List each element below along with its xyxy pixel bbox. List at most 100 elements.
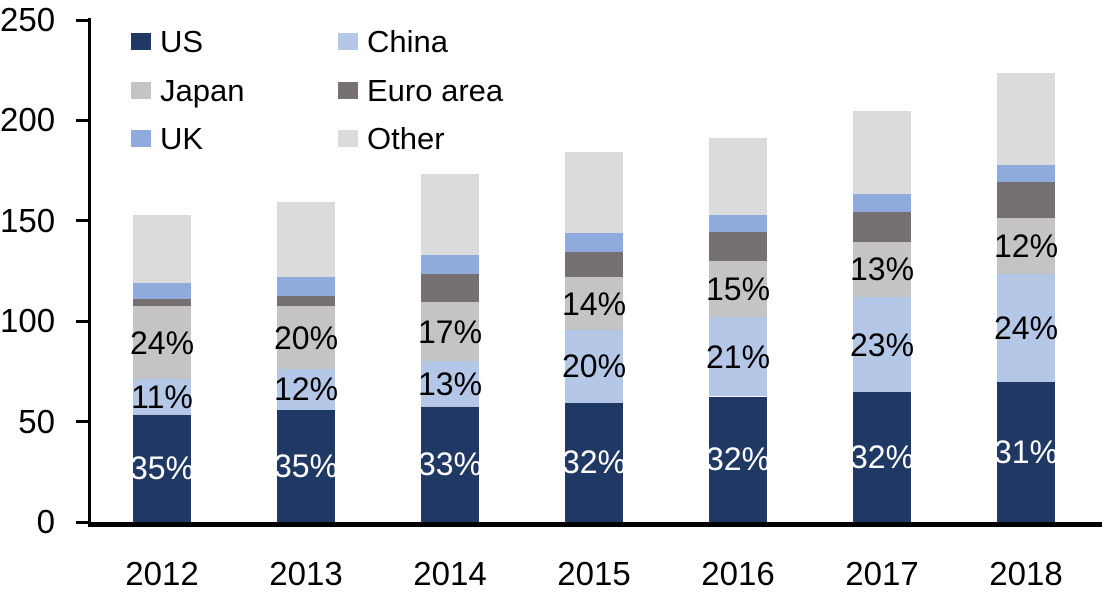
legend-label-japan: Japan [160,72,245,108]
bar-2016: 32% 21% 15% [705,0,771,522]
y-axis-tick-label: 50 [18,403,55,440]
bar-segment-uk [277,277,335,297]
bar-2014: 33% 13% 17% [417,0,483,522]
legend-item-china: China [338,26,448,57]
bar-segment-us: 31% [993,382,1059,522]
bar-segment-us: 35% [129,414,195,522]
segment-label-china: 21% [705,338,771,375]
segment-label-japan: 24% [129,324,195,361]
bar-segment-japan: 17% [417,302,483,362]
y-axis-tick-label: 100 [0,302,56,339]
y-axis-tick-label: 150 [0,202,56,239]
legend-swatch-japan [131,81,151,99]
bar-segment-other [997,73,1055,165]
segment-label-china: 12% [273,371,339,408]
bar-segment-other [133,214,191,284]
y-axis-tick-label: 250 [0,1,56,38]
segment-label-china: 24% [993,310,1059,347]
x-axis-category-label: 2016 [701,555,775,592]
segment-label-japan: 12% [993,227,1059,264]
bar-2018: 31% 24% 12% [993,0,1059,522]
y-axis-tick-label: 200 [0,101,56,138]
segment-label-japan: 20% [273,319,339,356]
bar-segment-us: 32% [705,396,771,522]
bar-segment-china: 11% [131,378,193,415]
bar-segment-china: 20% [561,330,627,403]
bar-segment-other [709,138,767,215]
bar-segment-us: 32% [561,402,627,522]
x-axis-category-label: 2014 [413,555,487,592]
bar-segment-uk [421,254,479,274]
bar-segment-japan: 14% [561,277,627,331]
bar-segment-japan: 12% [993,217,1059,274]
bar-segment-other [421,173,479,255]
segment-label-china: 20% [561,348,627,385]
segment-label-us: 33% [417,446,483,483]
bar-segment-euro-area [565,251,623,278]
bar-segment-other [277,201,335,278]
y-axis-line [88,18,91,527]
bar-segment-uk [565,232,623,252]
segment-label-china: 11% [131,378,193,415]
bar-segment-other [853,111,911,194]
segment-label-us: 35% [129,450,195,487]
x-axis-line [88,522,1102,527]
bar-2015: 32% 20% 14% [561,0,627,522]
segment-label-japan: 15% [705,271,771,308]
y-axis-tick [76,420,91,423]
bar-segment-china: 23% [849,297,915,393]
segment-label-china: 23% [849,326,915,363]
bar-segment-china: 13% [417,361,483,407]
bar-2017: 32% 23% 13% [849,0,915,522]
bar-segment-us: 33% [417,406,483,522]
bar-segment-uk [133,283,191,300]
bar-segment-us: 32% [849,392,915,522]
bar-2013: 35% 12% 20% [273,0,339,522]
segment-label-japan: 13% [849,251,915,288]
bar-segment-china: 24% [993,274,1059,383]
x-axis-category-label: 2015 [557,555,631,592]
y-axis-tick [76,219,91,222]
legend-item-uk: UK [131,123,203,154]
bar-2012: 35% 11% 24% [129,0,195,522]
bar-segment-other [565,151,623,233]
x-axis-category-label: 2013 [269,555,343,592]
legend-swatch-uk [131,129,151,147]
legend-item-japan: Japan [131,75,244,106]
segment-label-us: 32% [561,444,627,481]
legend-label-us: US [160,23,204,59]
bar-segment-japan: 24% [129,306,195,380]
bar-segment-japan: 15% [705,260,771,318]
x-axis-category-label: 2012 [125,555,199,592]
x-axis-category-label: 2017 [845,555,919,592]
segment-label-us: 32% [849,439,915,476]
legend-label-other: Other [367,120,445,156]
bar-segment-china: 21% [705,317,771,397]
segment-label-japan: 14% [561,285,627,322]
y-axis-tick [76,119,91,122]
bar-segment-euro-area [277,296,335,307]
legend-label-euro-area: Euro area [367,72,504,108]
bar-segment-japan: 20% [273,306,339,370]
y-axis-tick-label: 0 [36,503,55,540]
segment-label-us: 32% [705,441,771,478]
legend-swatch-other [338,129,358,147]
bar-segment-us: 35% [274,409,338,522]
legend-item-euro-area: Euro area [338,75,503,106]
legend-item-us: US [131,26,203,57]
y-axis-tick [76,19,91,22]
bar-segment-china: 12% [273,369,339,410]
legend-label-uk: UK [160,120,204,156]
segment-label-china: 13% [417,365,483,402]
x-axis-category-label: 2018 [989,555,1063,592]
legend-item-other: Other [338,123,445,154]
bar-segment-uk [853,193,911,212]
bar-segment-euro-area [709,231,767,261]
segment-label-us: 31% [993,434,1059,471]
legend-label-china: China [367,23,448,59]
segment-label-japan: 17% [417,313,483,350]
bar-segment-uk [709,214,767,232]
bar-segment-uk [997,164,1055,182]
y-axis-tick [76,320,91,323]
